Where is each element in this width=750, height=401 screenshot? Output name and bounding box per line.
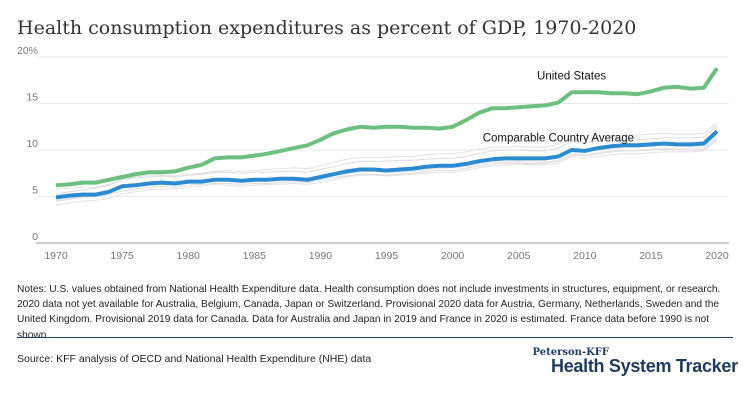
y-axis-ticks: 0 5 10 15 20%	[17, 45, 38, 243]
chart-notes: Notes: U.S. values obtained from Nationa…	[17, 284, 721, 341]
x-tick-label: 2010	[573, 250, 597, 262]
x-tick-label: 1995	[375, 250, 399, 262]
x-tick-label: 2020	[705, 250, 729, 262]
gridlines	[36, 56, 729, 244]
y-tick-label: 5	[32, 185, 38, 197]
us-series-line	[55, 67, 719, 188]
x-tick-label: 2015	[639, 250, 663, 262]
y-tick-label: 15	[26, 92, 38, 104]
x-tick-label: 2000	[441, 250, 465, 262]
y-tick-label: 0	[32, 231, 38, 243]
chart-source: Source: KFF analysis of OECD and Nationa…	[17, 353, 372, 365]
brand-logo-text: Health System Tracker	[551, 356, 738, 376]
comparable-average-series-line	[55, 129, 719, 200]
country-line-country-b	[55, 138, 718, 202]
x-tick-label: 2005	[507, 250, 531, 262]
us-series-label: United States	[537, 70, 606, 82]
comparable-average-label: Comparable Country Average	[483, 133, 634, 145]
x-tick-label: 1975	[110, 250, 134, 262]
country-line-country-c	[55, 140, 718, 206]
x-tick-label: 1970	[44, 250, 68, 262]
country-line-country-d	[55, 122, 718, 190]
brand-partner-label: Peterson-KFF	[532, 347, 609, 358]
y-tick-label: 10	[26, 138, 38, 150]
chart-title: Health consumption expenditures as perce…	[17, 17, 637, 39]
series-annotations: United States Comparable Country Average	[483, 70, 634, 144]
x-tick-label: 1990	[309, 250, 333, 262]
x-tick-label: 1980	[177, 250, 201, 262]
x-axis-ticks: 1970 1975 1980 1985 1990 1995 2000 2005 2010 2015…	[44, 250, 729, 262]
y-tick-label: 20%	[17, 45, 38, 57]
series-lines	[55, 67, 719, 200]
x-tick-label: 1985	[243, 250, 267, 262]
line-chart: 0 5 10 15 20% 1970 1975 1980 1985 1990 1995 2000 20…	[17, 45, 729, 262]
country-line-country-a	[55, 125, 718, 195]
footer-divider	[17, 337, 733, 338]
